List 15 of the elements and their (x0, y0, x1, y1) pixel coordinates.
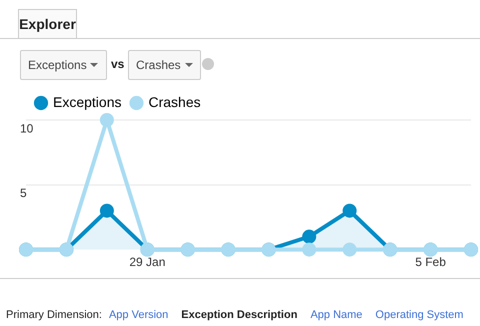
legend-label: Crashes (148, 94, 201, 110)
text: Primary Dimension: (6, 309, 102, 321)
text: Operating System (375, 309, 464, 321)
text: Explorer (18, 9, 77, 39)
legend-label: Exceptions (53, 94, 122, 110)
text: vs (111, 57, 124, 71)
text: Crashes (128, 50, 201, 80)
text: App Version (108, 309, 168, 321)
x-tick-label: 29 Jan (129, 255, 166, 270)
x-tick-label: 5 Feb (415, 255, 446, 270)
text: Exception Description (181, 309, 298, 321)
text: App Name (310, 309, 362, 321)
text: Exceptions (20, 50, 107, 80)
y-tick-label: 5 (20, 186, 27, 200)
y-tick-label: 10 (20, 121, 34, 136)
